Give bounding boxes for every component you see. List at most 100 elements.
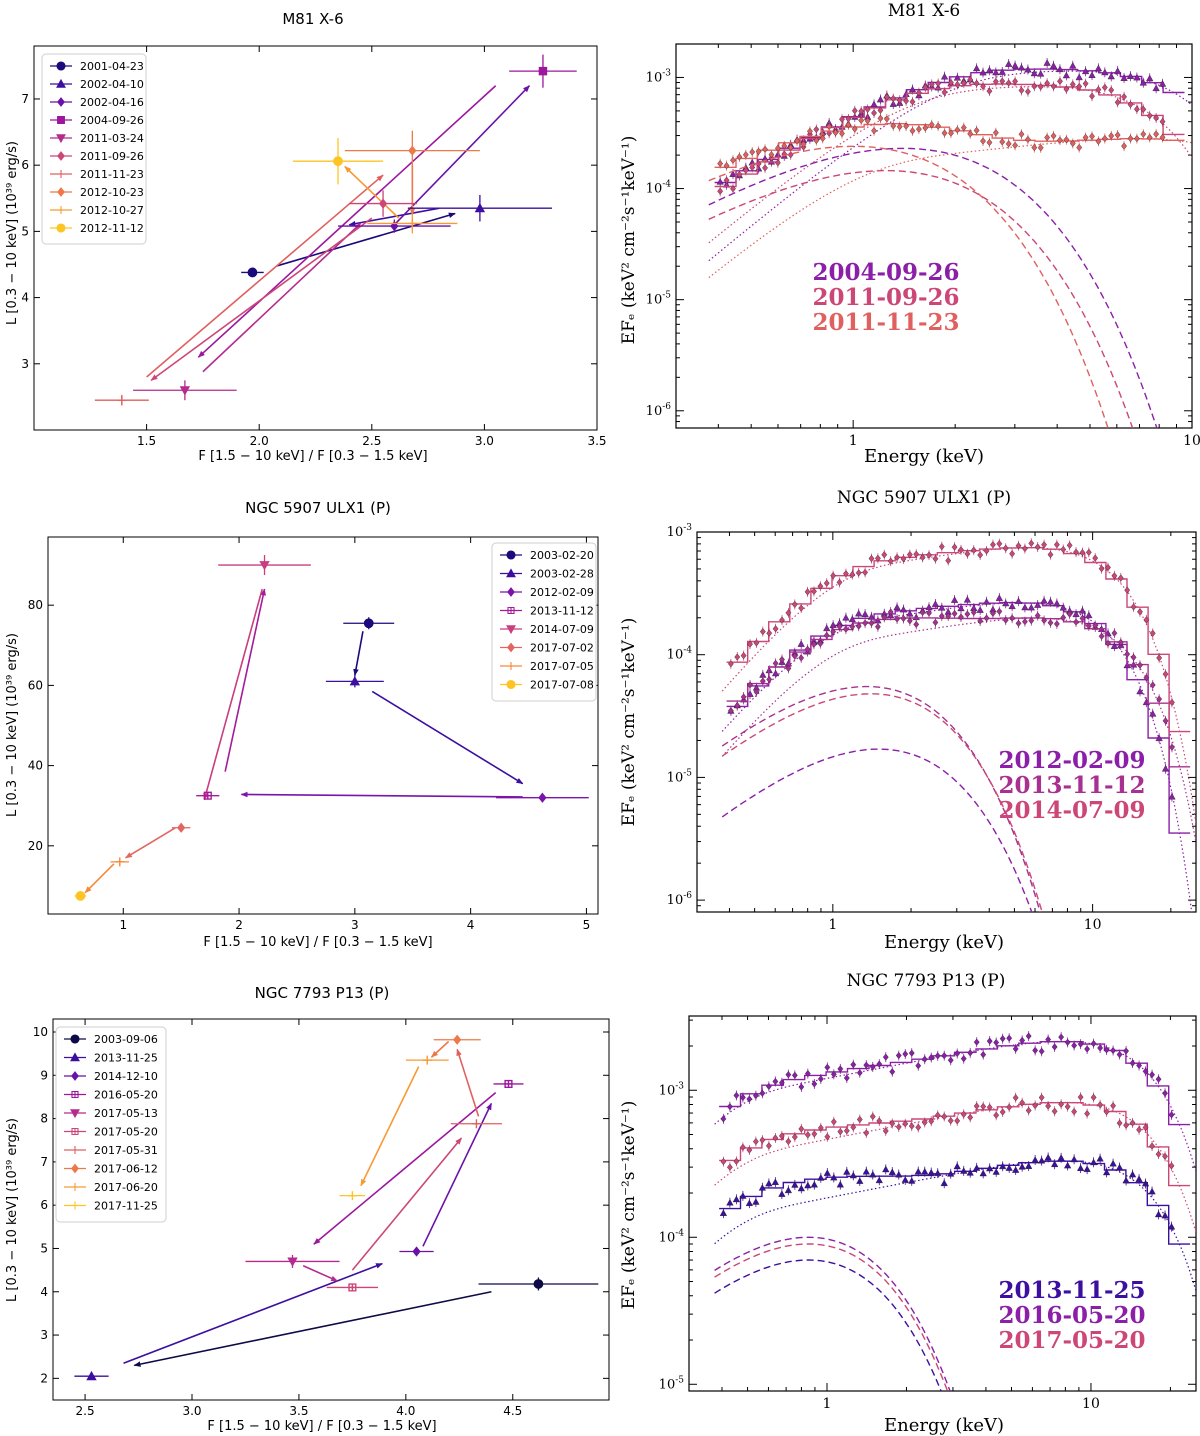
spectral-data-point xyxy=(927,1168,935,1176)
spectral-data-point xyxy=(851,107,858,115)
legend-label: 2017-06-20 xyxy=(94,1181,158,1194)
spectral-data-point xyxy=(1031,143,1038,152)
spectral-data-point xyxy=(928,80,935,89)
spectral-data-point xyxy=(856,1177,864,1184)
spectral-data-point xyxy=(1015,542,1022,550)
plot-frame xyxy=(675,43,1193,429)
spectral-data-point xyxy=(941,1052,948,1060)
spectral-data-point xyxy=(1114,98,1121,106)
disk-component xyxy=(714,1259,942,1391)
x-tick-label: 2.5 xyxy=(76,1404,95,1418)
spectral-data-point xyxy=(1006,1103,1013,1111)
spectral-data-point xyxy=(717,159,724,168)
spectral-data-point xyxy=(1071,1041,1078,1050)
spectral-data-point xyxy=(868,554,875,563)
spectral-data-point xyxy=(999,77,1006,85)
spectral-data-point xyxy=(1071,1107,1078,1116)
spectral-data-point xyxy=(1005,140,1012,148)
legend-label: 2014-12-10 xyxy=(94,1070,158,1083)
spectral-data-point xyxy=(772,659,779,667)
spectral-data-point xyxy=(759,677,766,685)
spectral-data-point xyxy=(1012,141,1018,149)
spectral-data-point xyxy=(1107,72,1115,80)
spectral-data-point xyxy=(811,1130,818,1138)
data-point xyxy=(533,1279,544,1289)
x-tick-label: 4.0 xyxy=(396,1404,415,1418)
spectral-data-point xyxy=(1028,617,1035,625)
spectral-data-point xyxy=(1120,74,1128,81)
spectral-data-point xyxy=(755,160,762,168)
spectral-data-point xyxy=(902,1120,909,1128)
spectral-data-point xyxy=(1017,63,1026,71)
spectral-data-point xyxy=(1037,83,1044,91)
spectral-data-point xyxy=(945,612,952,620)
spectral-data-point xyxy=(813,136,820,145)
spectral-data-point xyxy=(862,568,868,577)
spectral-data-point xyxy=(1133,134,1140,143)
spectral-data-point xyxy=(1110,1046,1116,1055)
spectral-data-point xyxy=(804,645,811,653)
spectral-data-point xyxy=(1012,1045,1019,1053)
spectral-data-point xyxy=(823,579,830,587)
x-tick-label: 3.5 xyxy=(289,1404,308,1418)
spectrum-date-label: 2004-09-26 xyxy=(812,259,959,286)
spectral-data-point xyxy=(889,1068,896,1076)
panel-ngc5907-spectra: NGC 5907 ULX1 (P) 1 10 10-6 10-5 10-4 10-3 201… xyxy=(619,488,1197,953)
y-axis-label: L [0.3 − 10 keV] (10³⁹ erg/s) xyxy=(5,141,20,325)
legend-marker xyxy=(57,206,65,214)
chart-title: NGC 5907 ULX1 (P) xyxy=(837,488,1011,508)
spectral-data-point xyxy=(1018,1162,1026,1170)
spectral-data-point xyxy=(753,639,760,647)
spectral-data-point xyxy=(1155,1150,1162,1158)
spectral-data-point xyxy=(752,1091,759,1100)
spectral-data-point xyxy=(957,604,965,612)
spectral-data-point xyxy=(1137,608,1143,616)
y-tick-label: 7 xyxy=(21,92,29,106)
spectral-data-point xyxy=(993,1111,1000,1119)
y-tick-label: 2 xyxy=(40,1371,48,1385)
spectral-data-point xyxy=(1037,70,1045,77)
spectral-data-point xyxy=(960,1110,967,1118)
spectral-data-point xyxy=(913,550,920,558)
spectral-data-point xyxy=(1069,139,1076,148)
spectral-data-point xyxy=(868,619,875,627)
spectral-data-point xyxy=(849,622,856,631)
legend-marker xyxy=(507,662,515,670)
spectral-data-point xyxy=(973,1164,981,1171)
spectral-data-point xyxy=(986,87,993,95)
spectral-data-point xyxy=(727,707,734,715)
panel-m81-spectra: M81 X-6 1 1010-610-510-410-32004-09-26201… xyxy=(619,1,1200,467)
spectral-data-point xyxy=(797,1184,805,1192)
spectral-data-point xyxy=(951,609,958,618)
spectral-data-point xyxy=(1092,621,1099,630)
spectral-data-point xyxy=(932,555,939,563)
spectral-data-point xyxy=(1079,614,1086,622)
spectral-data-point xyxy=(1012,1094,1019,1102)
spectral-data-point xyxy=(1073,548,1079,556)
spectral-data-point xyxy=(887,608,894,616)
spectral-data-point xyxy=(1162,1089,1168,1097)
spectral-data-point xyxy=(979,1169,987,1177)
transition-arrow xyxy=(348,207,440,227)
spectral-data-point xyxy=(1051,1160,1059,1168)
spectral-data-point xyxy=(1025,87,1031,96)
spectral-data-point xyxy=(856,1069,863,1077)
spectral-data-point xyxy=(778,1132,785,1140)
spectral-data-point xyxy=(986,1164,994,1172)
y-tick-label: 3 xyxy=(40,1328,48,1342)
spectral-data-point xyxy=(791,1133,798,1141)
spectral-data-point xyxy=(1018,86,1025,95)
spectral-data-point xyxy=(785,609,792,617)
spectral-data-point xyxy=(811,587,817,595)
spectral-data-point xyxy=(883,93,890,101)
spectral-data-point xyxy=(1089,1158,1098,1166)
spectral-data-point xyxy=(746,1146,753,1154)
spectral-data-point xyxy=(977,551,984,559)
spectral-data-point xyxy=(1084,1045,1091,1053)
spectral-data-point xyxy=(762,145,768,153)
data-point xyxy=(378,198,388,209)
spectral-data-point xyxy=(958,613,964,621)
transition-arrow xyxy=(240,791,523,798)
legend-marker xyxy=(57,151,65,161)
spectral-data-point xyxy=(784,1186,792,1194)
